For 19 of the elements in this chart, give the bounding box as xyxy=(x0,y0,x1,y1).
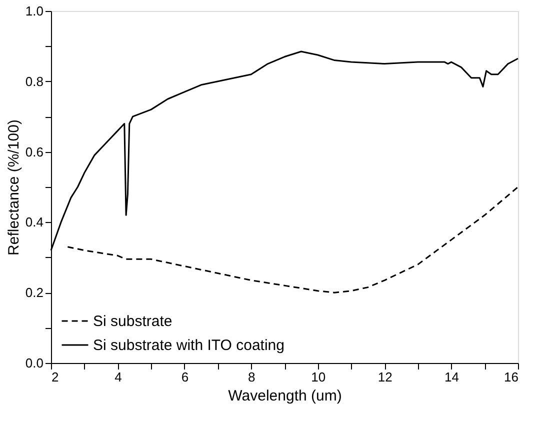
y-tick-label: 0.8 xyxy=(25,74,44,89)
legend-label: Si substrate xyxy=(93,313,172,330)
y-tick-label: 0.6 xyxy=(25,144,44,160)
x-tick-label: 4 xyxy=(114,370,122,384)
y-tick-label: 1.0 xyxy=(25,4,44,18)
x-tick-label: 6 xyxy=(181,370,189,384)
legend-label: Si substrate with ITO coating xyxy=(93,337,284,354)
x-tick-label: 16 xyxy=(504,370,518,384)
x-axis-title: Wavelength (um) xyxy=(228,388,342,404)
x-tick-label: 12 xyxy=(378,370,392,384)
x-tick-label: 10 xyxy=(311,370,326,384)
line-series xyxy=(66,186,519,294)
x-tick-label: 14 xyxy=(444,370,460,384)
y-tick-label: 0.2 xyxy=(25,285,44,300)
x-tick-label: 8 xyxy=(248,370,256,384)
y-tick-label: 0.4 xyxy=(25,214,44,230)
x-tick-label: 2 xyxy=(52,370,59,384)
y-axis-title: Reflectance (%/100) xyxy=(5,120,22,256)
y-tick-label: 0.0 xyxy=(25,356,44,370)
